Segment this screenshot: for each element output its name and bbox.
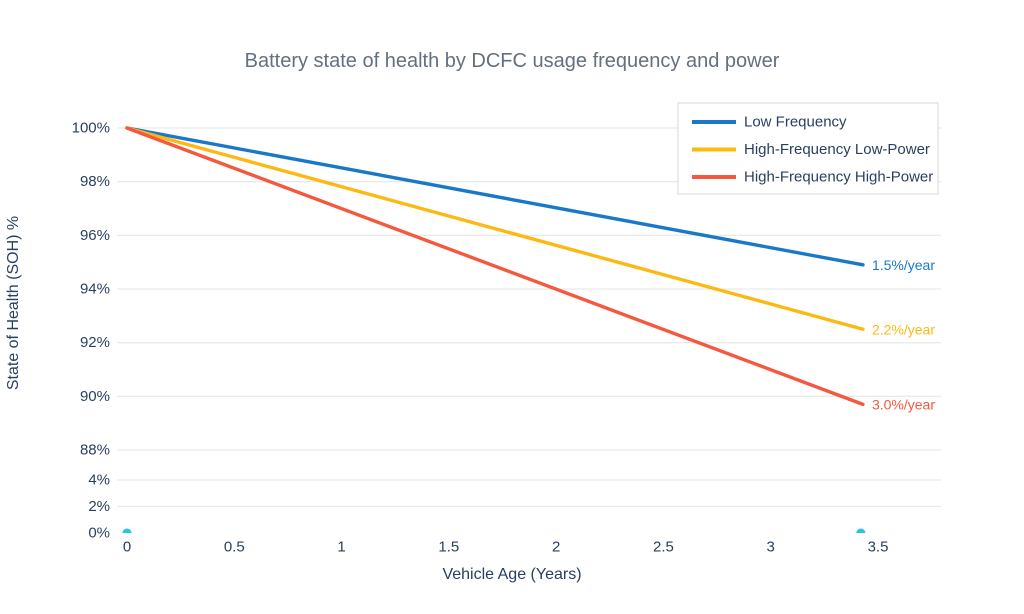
y-tick-label: 92%	[80, 334, 110, 351]
x-tick-label: 3	[767, 539, 775, 556]
series-line-high-frequency-high-power[interactable]	[125, 126, 865, 407]
rate-annotation: 3.0%/year	[872, 396, 935, 412]
legend-item-low-frequency[interactable]: Low Frequency	[692, 114, 847, 131]
y-tick-label: 94%	[80, 281, 110, 298]
x-tick-label: 2.5	[653, 539, 674, 556]
x-tick-label: 0	[123, 539, 131, 556]
y-tick-label: 90%	[80, 388, 110, 405]
baseline-marker-dot	[856, 528, 866, 533]
legend[interactable]: Low Frequency High-Frequency Low-Power Hig…	[677, 102, 939, 195]
legend-label: High-Frequency Low-Power	[744, 141, 930, 158]
baseline-markers	[122, 528, 866, 533]
legend-label: High-Frequency High-Power	[744, 169, 933, 186]
legend-label: Low Frequency	[744, 114, 847, 131]
y-axis-title: State of Health (SOH) %	[5, 216, 22, 390]
y-tick-label: 98%	[80, 173, 110, 190]
rate-annotation: 2.2%/year	[872, 321, 935, 337]
y-tick-label: 96%	[80, 227, 110, 244]
x-tick-label: 2	[552, 539, 560, 556]
baseline-marker-dot	[122, 528, 132, 533]
series-line-high-frequency-low-power[interactable]	[125, 126, 865, 331]
x-axis-tick-labels: 0 0.5 1 1.5 2 2.5 3 3.5	[123, 539, 889, 556]
rate-annotation: 1.5%/year	[872, 257, 935, 273]
series-lines	[125, 126, 865, 407]
series-line-low-frequency[interactable]	[125, 126, 865, 267]
y-tick-label: 88%	[80, 442, 110, 459]
y-tick-label: 2%	[88, 498, 110, 515]
legend-item-high-frequency-low-power[interactable]: High-Frequency Low-Power	[692, 141, 930, 158]
x-tick-label: 0.5	[224, 539, 245, 556]
series-end-annotations: 1.5%/year 2.2%/year 3.0%/year	[872, 257, 935, 413]
chart-title: Battery state of health by DCFC usage fr…	[245, 50, 780, 72]
x-tick-label: 1	[337, 539, 345, 556]
gridlines	[117, 127, 941, 508]
y-tick-label: 4%	[88, 472, 110, 489]
y-tick-label: 0%	[88, 525, 110, 542]
y-tick-label: 100%	[72, 120, 110, 137]
legend-item-high-frequency-high-power[interactable]: High-Frequency High-Power	[692, 169, 933, 186]
x-tick-label: 1.5	[438, 539, 459, 556]
x-tick-label: 3.5	[868, 539, 889, 556]
x-axis-title: Vehicle Age (Years)	[442, 566, 581, 583]
y-axis-tick-labels: 100% 98% 96% 94% 92% 90% 88% 4% 2% 0%	[72, 120, 110, 542]
